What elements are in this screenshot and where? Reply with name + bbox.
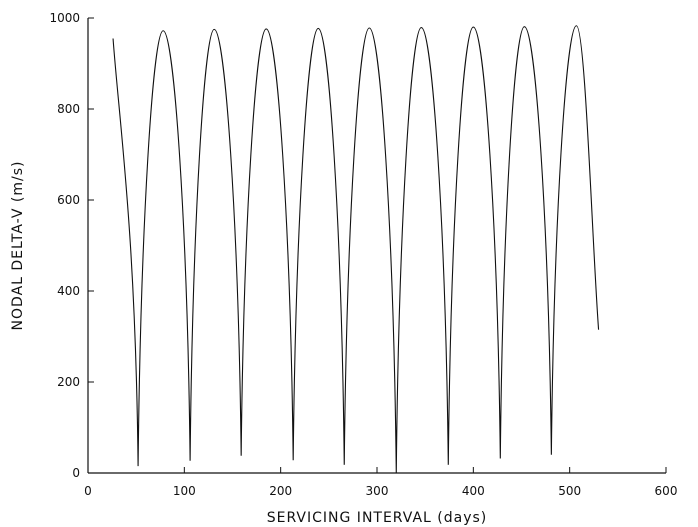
y-tick-label-400: 400 [57,284,80,298]
y-tick-label-0: 0 [72,466,80,480]
x-tick-label-0: 0 [84,484,92,498]
x-tick-label-100: 100 [173,484,196,498]
tick-labels: 0 100 200 300 400 500 600 0 200 400 600 800 1000 [49,11,677,498]
y-tick-label-600: 600 [57,193,80,207]
y-axis-title: NODAL DELTA-V (m/s) [10,161,26,331]
x-tick-label-400: 400 [462,484,485,498]
series-line-nodal-delta-v [112,25,600,474]
y-tick-label-1000: 1000 [49,11,80,25]
x-tick-label-200: 200 [269,484,292,498]
x-axis-title: SERVICING INTERVAL (days) [267,510,488,526]
x-tick-label-600: 600 [655,484,678,498]
y-tick-label-200: 200 [57,375,80,389]
x-tick-label-300: 300 [366,484,389,498]
y-tick-label-800: 800 [57,102,80,116]
x-tick-label-500: 500 [558,484,581,498]
ticks [87,17,667,474]
axes [87,18,666,474]
